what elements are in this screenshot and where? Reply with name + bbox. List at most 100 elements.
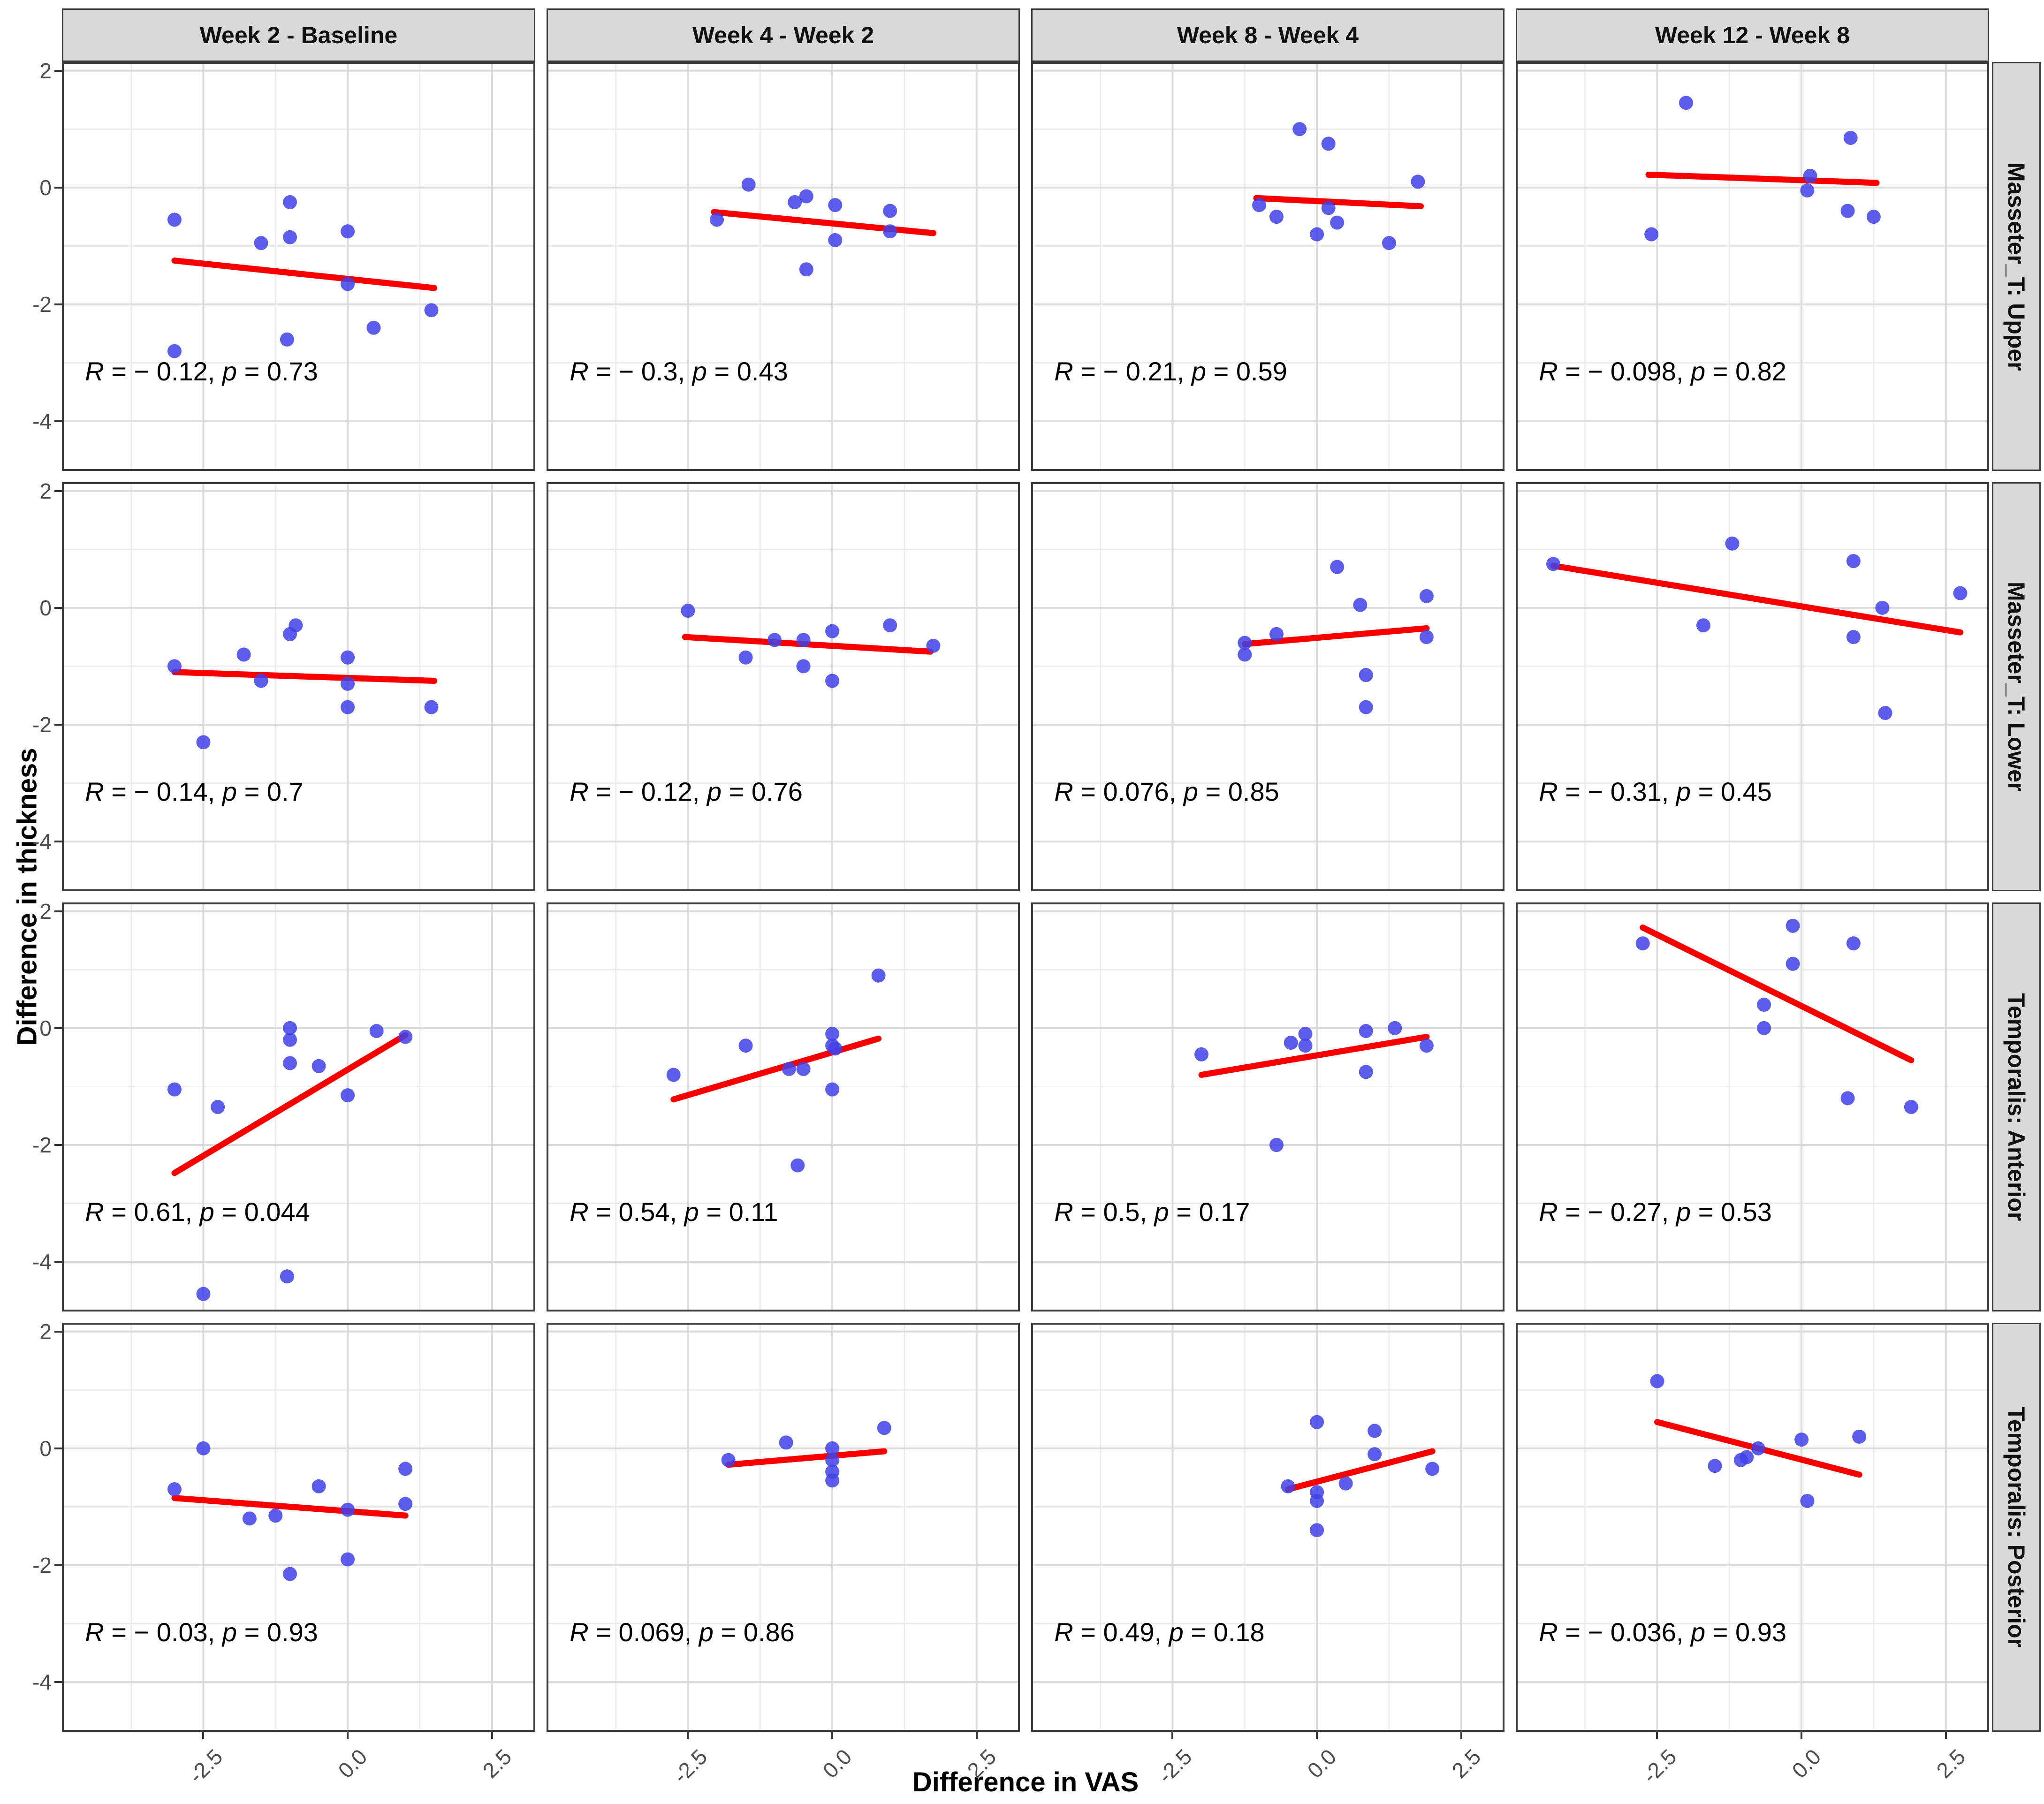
data-point bbox=[196, 1441, 211, 1455]
data-point bbox=[1846, 630, 1861, 644]
data-point bbox=[1310, 227, 1324, 242]
data-point bbox=[167, 659, 182, 674]
trend-line bbox=[711, 209, 936, 236]
data-point bbox=[1866, 210, 1881, 224]
correlation-annotation: R = − 0.12, p = 0.76 bbox=[570, 777, 803, 806]
facet-row-strip: Temporalis: Posterior bbox=[1992, 1323, 2041, 1732]
data-point bbox=[871, 968, 886, 983]
x-tick-mark bbox=[975, 1732, 978, 1739]
data-point bbox=[196, 735, 211, 750]
data-point bbox=[1238, 647, 1252, 662]
facet-panel: R = − 0.31, p = 0.45 bbox=[1516, 482, 1989, 891]
data-point bbox=[1840, 204, 1855, 218]
data-point bbox=[828, 233, 843, 247]
data-point bbox=[424, 303, 439, 318]
data-point bbox=[1953, 586, 1968, 600]
facet-panel: R = − 0.3, p = 0.43 bbox=[547, 62, 1020, 471]
data-point bbox=[312, 1059, 326, 1073]
data-point bbox=[1800, 1493, 1815, 1508]
data-point bbox=[1635, 936, 1650, 951]
data-point bbox=[254, 674, 268, 688]
facet-row-label: Masseter_T: Upper bbox=[2003, 162, 2029, 371]
y-tick-mark bbox=[54, 1027, 62, 1029]
correlation-annotation: R = − 0.31, p = 0.45 bbox=[1539, 777, 1772, 806]
x-tick-label: -2.5 bbox=[184, 1744, 228, 1788]
y-tick-label: -4 bbox=[32, 829, 52, 854]
trend-line bbox=[1550, 562, 1963, 636]
x-tick-label: 0.0 bbox=[1302, 1744, 1341, 1783]
y-tick-mark bbox=[54, 1681, 62, 1683]
data-point bbox=[779, 1435, 793, 1450]
data-point bbox=[1803, 168, 1817, 183]
data-point bbox=[1269, 1137, 1284, 1152]
data-point bbox=[1359, 668, 1373, 682]
data-point bbox=[167, 344, 182, 358]
data-point bbox=[341, 224, 355, 239]
data-point bbox=[709, 212, 724, 227]
data-point bbox=[738, 650, 753, 665]
data-point bbox=[341, 700, 355, 714]
facet-row-label: Temporalis: Anterior bbox=[2003, 993, 2029, 1221]
y-tick-mark bbox=[54, 1564, 62, 1566]
data-point bbox=[283, 230, 297, 244]
x-tick-mark bbox=[1171, 1732, 1174, 1739]
panel-border bbox=[547, 62, 1020, 471]
panel-border bbox=[62, 482, 535, 891]
data-point bbox=[341, 1502, 355, 1517]
data-point bbox=[1388, 1021, 1402, 1035]
data-point bbox=[799, 189, 813, 204]
facet-panel: R = 0.54, p = 0.11 bbox=[547, 902, 1020, 1311]
data-point bbox=[1359, 1024, 1373, 1038]
y-tick-label: -4 bbox=[32, 1670, 52, 1695]
data-point bbox=[1679, 96, 1693, 110]
data-point bbox=[825, 1473, 840, 1488]
data-point bbox=[424, 700, 439, 714]
data-point bbox=[369, 1024, 384, 1038]
trend-line bbox=[1241, 625, 1430, 647]
data-point bbox=[1878, 706, 1892, 720]
data-point bbox=[666, 1068, 681, 1082]
y-tick-mark bbox=[54, 723, 62, 726]
trend-line bbox=[1640, 925, 1915, 1063]
data-point bbox=[1310, 1493, 1324, 1508]
facet-column-strip: Week 8 - Week 4 bbox=[1031, 8, 1505, 62]
data-point bbox=[242, 1511, 257, 1526]
data-point bbox=[280, 1269, 294, 1284]
data-point bbox=[1751, 1441, 1765, 1455]
data-point bbox=[283, 1567, 297, 1581]
facet-panel: R = 0.49, p = 0.18 bbox=[1031, 1323, 1505, 1732]
data-point bbox=[1321, 201, 1336, 215]
x-tick-mark bbox=[687, 1732, 689, 1739]
data-point bbox=[398, 1497, 413, 1511]
data-point bbox=[398, 1462, 413, 1476]
data-point bbox=[312, 1479, 326, 1493]
data-point bbox=[1800, 183, 1815, 198]
panel-border bbox=[1516, 62, 1989, 471]
trend-line bbox=[171, 1032, 409, 1176]
facet-column-strip: Week 4 - Week 2 bbox=[547, 8, 1020, 62]
facet-panel: R = 0.61, p = 0.044 bbox=[62, 902, 535, 1311]
data-point bbox=[1757, 998, 1771, 1012]
facet-panel: R = − 0.098, p = 0.82 bbox=[1516, 62, 1989, 471]
y-tick-mark bbox=[54, 420, 62, 423]
data-point bbox=[1725, 536, 1740, 551]
data-point bbox=[796, 1062, 811, 1076]
data-point bbox=[1411, 174, 1425, 189]
data-point bbox=[1194, 1047, 1208, 1061]
data-point bbox=[1786, 956, 1800, 971]
y-tick-label: 0 bbox=[39, 1016, 52, 1040]
facet-panel: R = 0.5, p = 0.17 bbox=[1031, 902, 1505, 1311]
data-point bbox=[1298, 1027, 1313, 1041]
y-tick-mark bbox=[54, 303, 62, 305]
data-point bbox=[1650, 1374, 1664, 1388]
x-tick-label: -2.5 bbox=[1638, 1744, 1681, 1788]
correlation-annotation: R = 0.54, p = 0.11 bbox=[570, 1197, 778, 1227]
data-point bbox=[1708, 1459, 1722, 1473]
panel-border bbox=[547, 482, 1020, 891]
data-point bbox=[1238, 636, 1252, 650]
x-tick-mark bbox=[1656, 1732, 1658, 1739]
data-point bbox=[1786, 918, 1800, 933]
data-point bbox=[341, 1552, 355, 1567]
y-tick-label: -2 bbox=[32, 1132, 52, 1157]
data-point bbox=[883, 618, 897, 633]
